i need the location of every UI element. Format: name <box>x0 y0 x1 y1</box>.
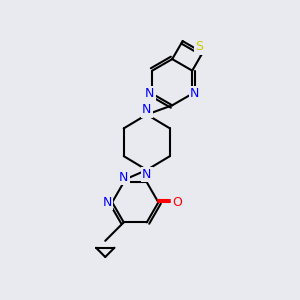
Text: N: N <box>103 196 112 209</box>
Text: S: S <box>196 40 204 53</box>
Text: N: N <box>145 87 154 100</box>
Text: N: N <box>142 168 152 181</box>
Text: N: N <box>142 103 152 116</box>
Text: N: N <box>190 87 199 100</box>
Text: N: N <box>119 171 128 184</box>
Text: O: O <box>172 196 182 209</box>
